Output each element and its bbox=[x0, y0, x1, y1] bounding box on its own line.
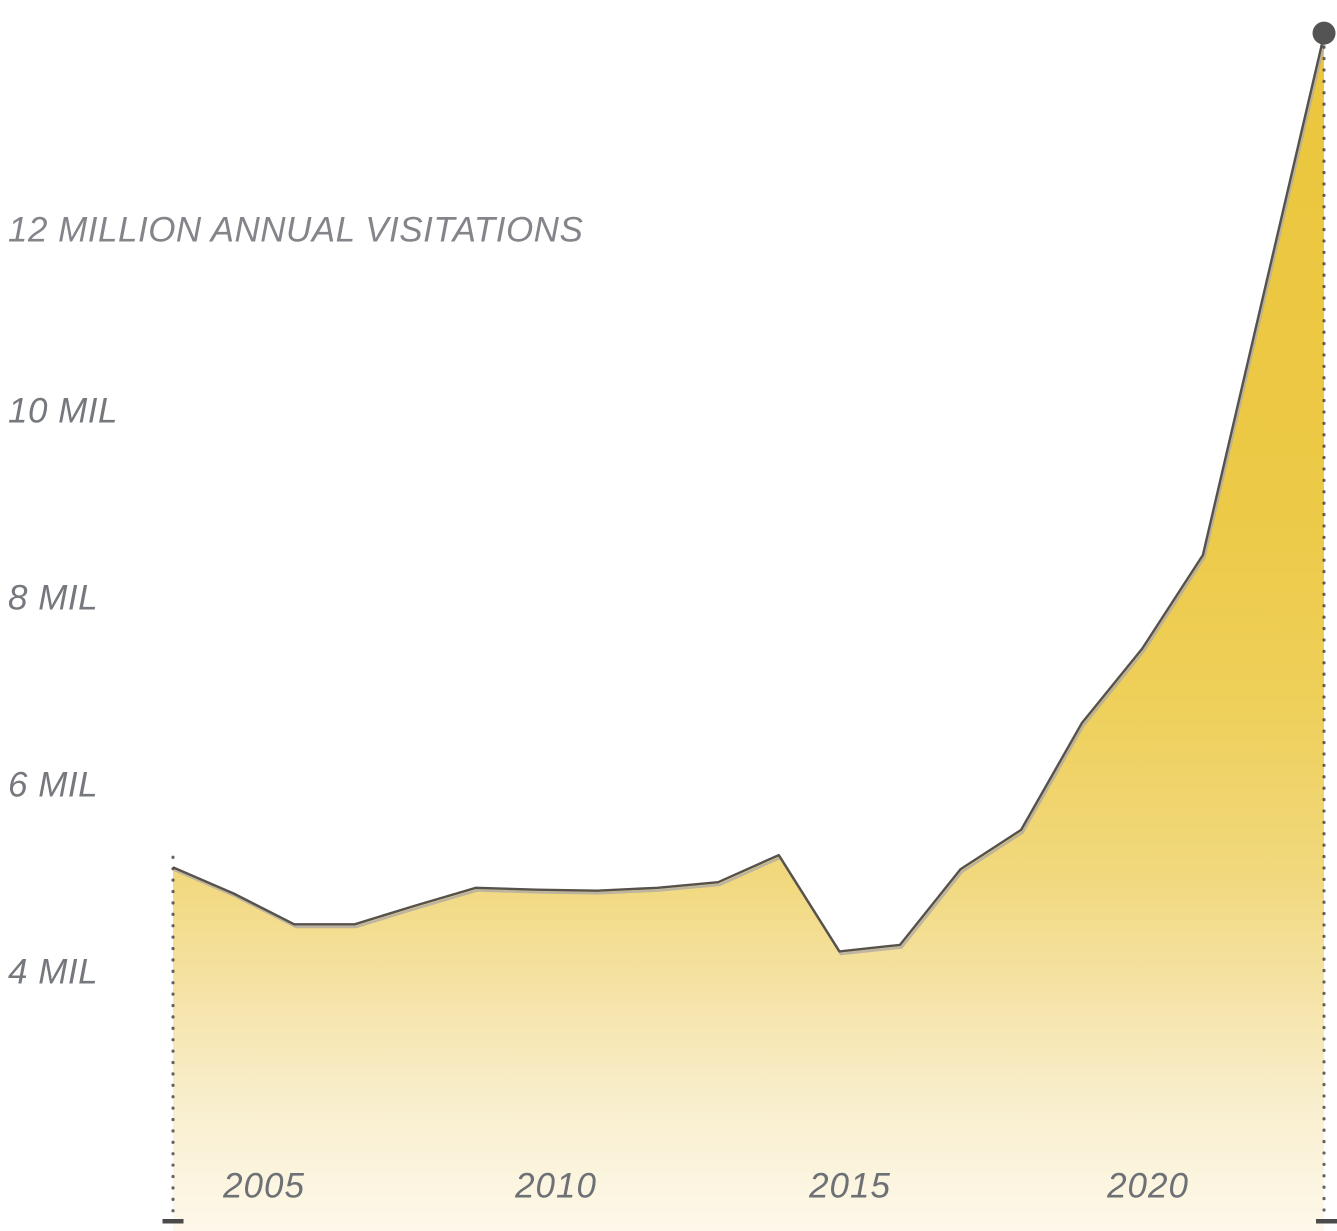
x-axis-label-2005: 2005 bbox=[223, 1166, 305, 1206]
latest-value-marker bbox=[1312, 21, 1336, 45]
chart-title: 12 MILLION ANNUAL VISITATIONS bbox=[8, 210, 584, 250]
y-axis-label-8mil: 8 MIL bbox=[8, 578, 99, 618]
y-axis-label-4mil: 4 MIL bbox=[8, 952, 99, 992]
area-fill bbox=[173, 35, 1324, 1231]
y-axis-label-6mil: 6 MIL bbox=[8, 765, 99, 805]
x-axis-start-tick bbox=[162, 1219, 184, 1224]
y-axis-label-10mil: 10 MIL bbox=[8, 391, 118, 431]
x-axis-label-2010: 2010 bbox=[515, 1166, 597, 1206]
x-axis-label-2015: 2015 bbox=[809, 1166, 891, 1206]
x-axis-label-2020: 2020 bbox=[1107, 1166, 1189, 1206]
x-axis-end-tick bbox=[1316, 1219, 1337, 1224]
trend-line bbox=[172, 34, 1326, 953]
trend-line-shadow bbox=[173, 37, 1327, 956]
